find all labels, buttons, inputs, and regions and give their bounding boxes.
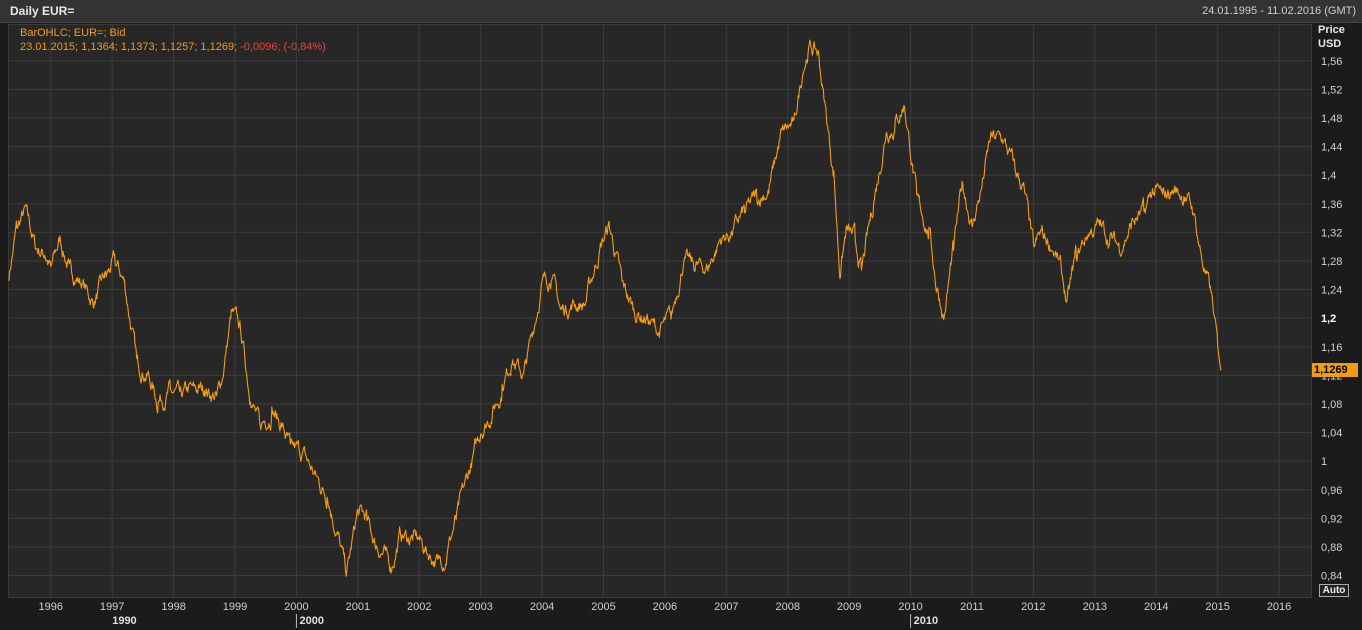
y-tick-label: 1,08 xyxy=(1321,399,1342,411)
y-tick-label: 1,24 xyxy=(1321,285,1342,297)
y-tick-label: 1,32 xyxy=(1321,227,1342,239)
legend-ohlc: 23.01.2015; 1,1364; 1,1373; 1,1257; 1,12… xyxy=(20,41,326,53)
last-price-badge: 1,1269 xyxy=(1312,363,1358,377)
title-bar: Daily EUR= 24.01.1995 - 11.02.2016 (GMT) xyxy=(0,0,1362,23)
y-tick-label: 0,92 xyxy=(1321,513,1342,525)
y-tick-label: 1 xyxy=(1321,456,1327,468)
legend-series-label: BarOHLC; EUR=; Bid xyxy=(20,27,126,39)
y-tick-label: 1,28 xyxy=(1321,256,1342,268)
x-tick-label: 2012 xyxy=(1021,601,1045,613)
y-tick-label: 1,04 xyxy=(1321,428,1342,440)
x-tick-label: 2000 xyxy=(284,601,308,613)
y-tick-label: 1,52 xyxy=(1321,84,1342,96)
x-tick-label: 2013 xyxy=(1083,601,1107,613)
x-tick-label: 1998 xyxy=(161,601,185,613)
x-axis: 1996 1997 1998 1999 2000 2001 2002 2003 2004 2005… xyxy=(39,601,1291,628)
decade-label: 2010 xyxy=(914,615,938,627)
y-axis: 0,840,880,920,9611,041,081,121,161,21,24… xyxy=(1321,56,1342,583)
y-tick-label: 0,96 xyxy=(1321,485,1342,497)
x-tick-label: 1997 xyxy=(100,601,124,613)
x-tick-label: 2010 xyxy=(898,601,922,613)
x-tick-label: 2016 xyxy=(1267,601,1291,613)
y-tick-label: 0,88 xyxy=(1321,542,1342,554)
legend-change-values: -0,0096; (-0,84%) xyxy=(240,41,326,53)
x-tick-label: 2004 xyxy=(530,601,554,613)
y-axis-title: Price xyxy=(1318,24,1345,36)
y-tick-label: 1,48 xyxy=(1321,113,1342,125)
y-tick-label: 1,4 xyxy=(1321,170,1336,182)
x-tick-label: 2009 xyxy=(837,601,861,613)
y-tick-label: 1,36 xyxy=(1321,199,1342,211)
x-tick-label: 1996 xyxy=(39,601,63,613)
x-tick-label: 2001 xyxy=(346,601,370,613)
x-tick-label: 2003 xyxy=(468,601,492,613)
legend-ohlc-values: 23.01.2015; 1,1364; 1,1373; 1,1257; 1,12… xyxy=(20,41,238,53)
x-tick-label: 1999 xyxy=(223,601,247,613)
x-tick-label: 2006 xyxy=(653,601,677,613)
y-tick-label: 1,44 xyxy=(1321,142,1342,154)
x-tick-label: 2005 xyxy=(591,601,615,613)
chart-title: Daily EUR= xyxy=(10,4,75,18)
x-tick-label: 2002 xyxy=(407,601,431,613)
x-tick-label: 2011 xyxy=(960,601,984,613)
date-range-label: 24.01.1995 - 11.02.2016 (GMT) xyxy=(1202,5,1356,17)
x-tick-label: 2014 xyxy=(1144,601,1168,613)
y-axis-unit: USD xyxy=(1318,38,1342,50)
x-tick-label: 2007 xyxy=(714,601,738,613)
auto-scale-button[interactable]: Auto xyxy=(1319,584,1349,597)
decade-label: 1990 xyxy=(112,615,136,627)
x-tick-label: 2015 xyxy=(1205,601,1229,613)
y-tick-label: 1,2 xyxy=(1321,313,1336,325)
plot-area[interactable] xyxy=(8,24,1312,598)
x-tick-label: 2008 xyxy=(776,601,800,613)
y-tick-label: 0,84 xyxy=(1321,571,1342,583)
y-tick-label: 1,56 xyxy=(1321,56,1342,68)
y-tick-label: 1,16 xyxy=(1321,342,1342,354)
decade-label: 2000 xyxy=(300,615,324,627)
